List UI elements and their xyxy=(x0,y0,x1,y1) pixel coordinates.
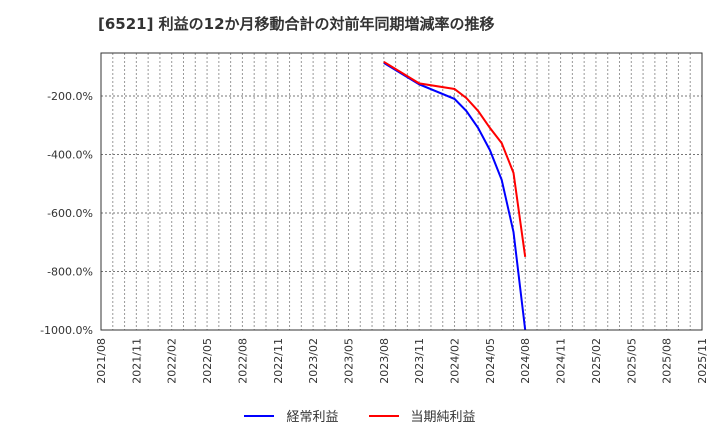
legend-label: 経常利益 xyxy=(286,410,339,425)
x-tick-label: 2025/02 xyxy=(590,338,603,384)
x-tick-label: 2024/11 xyxy=(555,338,568,384)
legend-item-net-income: 当期純利益 xyxy=(368,406,476,425)
data-series xyxy=(383,60,527,330)
x-tick-label: 2023/08 xyxy=(378,338,391,384)
legend-item-ordinary-profit: 経常利益 xyxy=(244,406,339,425)
legend-swatch-red xyxy=(368,414,399,417)
x-tick-label: 2025/08 xyxy=(661,338,674,384)
y-tick-label: -1000.0% xyxy=(40,324,93,337)
y-tick-label: -200.0% xyxy=(47,90,93,103)
legend-label: 当期純利益 xyxy=(410,410,476,425)
x-tick-label: 2023/05 xyxy=(342,338,355,384)
x-tick-label: 2021/08 xyxy=(95,338,108,384)
x-tick-label: 2022/08 xyxy=(236,338,249,384)
x-tick-label: 2022/05 xyxy=(201,338,214,384)
y-tick-label: -600.0% xyxy=(47,207,93,220)
x-tick-label: 2024/05 xyxy=(484,338,497,384)
x-axis: 2021/08 2021/11 2022/02 2022/05 2022/08 2022/… xyxy=(95,338,709,384)
chart-title: [6521] 利益の12か月移動合計の対前年同期増減率の推移 xyxy=(98,15,495,33)
x-tick-label: 2021/11 xyxy=(130,338,143,384)
x-tick-label: 2023/11 xyxy=(413,338,426,384)
series-line xyxy=(383,62,527,330)
x-tick-label: 2022/02 xyxy=(166,338,179,384)
x-tick-label: 2024/08 xyxy=(519,338,532,384)
x-tick-label: 2025/05 xyxy=(625,338,638,384)
legend: 経常利益 当期純利益 xyxy=(0,406,720,425)
x-tick-label: 2023/02 xyxy=(307,338,320,384)
x-tick-label: 2022/11 xyxy=(272,338,285,384)
grid-lines xyxy=(101,53,702,330)
series-line xyxy=(383,60,527,258)
x-tick-label: 2025/11 xyxy=(696,338,709,384)
y-tick-label: -800.0% xyxy=(47,265,93,278)
y-axis: -200.0% -400.0% -600.0% -800.0% -1000.0% xyxy=(40,90,93,337)
y-tick-label: -400.0% xyxy=(47,148,93,161)
plot-frame xyxy=(100,52,703,331)
x-tick-label: 2024/02 xyxy=(449,338,462,384)
legend-swatch-blue xyxy=(244,414,275,417)
